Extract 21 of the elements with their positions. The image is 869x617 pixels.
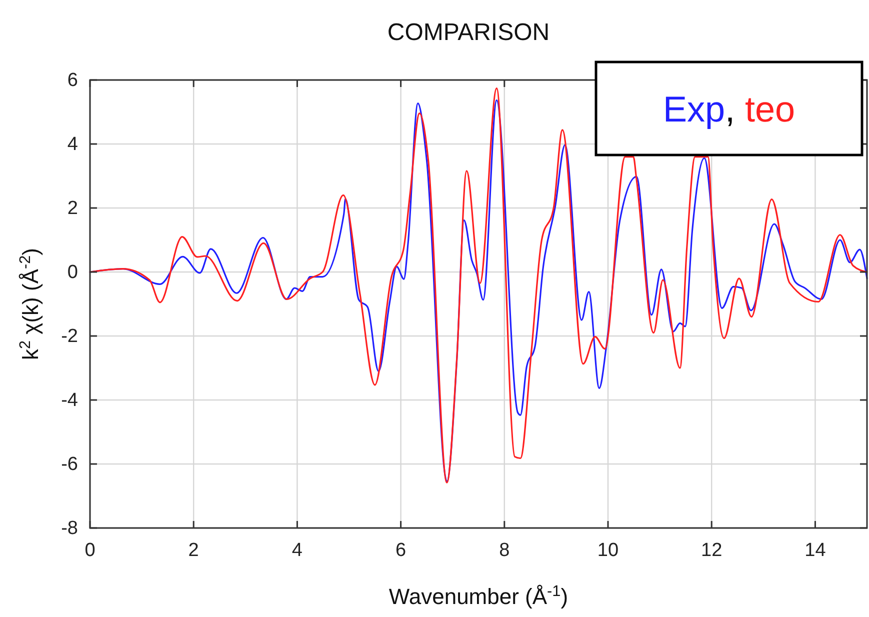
x-tick-label: 0	[84, 540, 96, 561]
y-tick-label: 0	[67, 262, 78, 283]
series-label: Exp	[662, 88, 725, 130]
x-tick-label: 6	[396, 540, 406, 561]
y-tick-label: 2	[67, 198, 78, 219]
series-label: teo	[745, 88, 796, 130]
x-tick-label: 10	[597, 540, 619, 561]
y-tick-label: 6	[67, 70, 78, 91]
chart-title: COMPARISON	[387, 19, 550, 46]
x-tick-label: 14	[804, 540, 826, 561]
y-tick-label: -4	[61, 390, 78, 411]
y-tick-label: -8	[61, 518, 78, 539]
x-tick-label: 12	[701, 540, 722, 561]
x-tick-label: 8	[499, 540, 510, 561]
x-tick-label: 4	[292, 540, 303, 561]
y-tick-label: -2	[61, 326, 78, 347]
y-tick-label: -6	[61, 454, 78, 475]
x-tick-label: 2	[188, 540, 199, 561]
x-axis-title: Wavenumber (Å$^{-1}$)	[388, 582, 568, 609]
annotation: ,	[724, 88, 746, 130]
y-tick-label: 4	[67, 134, 78, 155]
